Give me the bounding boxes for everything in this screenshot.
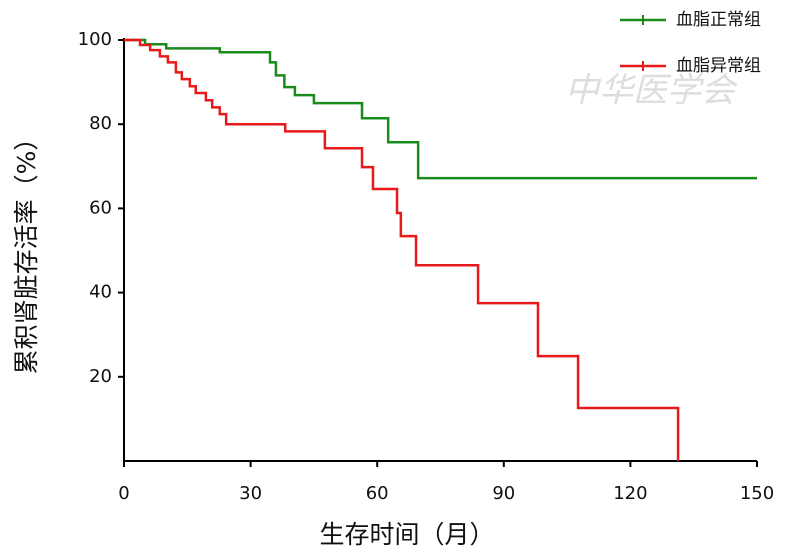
y-tick-label: 20 [89,366,112,387]
y-tick-label: 60 [89,197,112,218]
survival-line [124,38,757,180]
y-tick-label: 40 [89,282,112,303]
y-tick-label: 100 [78,29,112,50]
legend-label: 血脂正常组 [676,10,761,30]
x-tick-label: 90 [492,483,515,504]
survival-line [124,38,680,461]
x-tick-label: 60 [366,483,389,504]
x-tick-label: 150 [740,483,774,504]
x-tick-label: 120 [613,483,647,504]
x-tick-label: 30 [239,483,262,504]
legend-label: 血脂异常组 [676,56,761,76]
x-axis-title: 生存时间（月） [319,520,494,549]
watermark: 中华医学会 [565,71,739,111]
x-tick-label: 0 [118,483,129,504]
y-tick-label: 80 [89,113,112,134]
y-axis-title: 累积肾脏存活率（%） [12,126,41,375]
